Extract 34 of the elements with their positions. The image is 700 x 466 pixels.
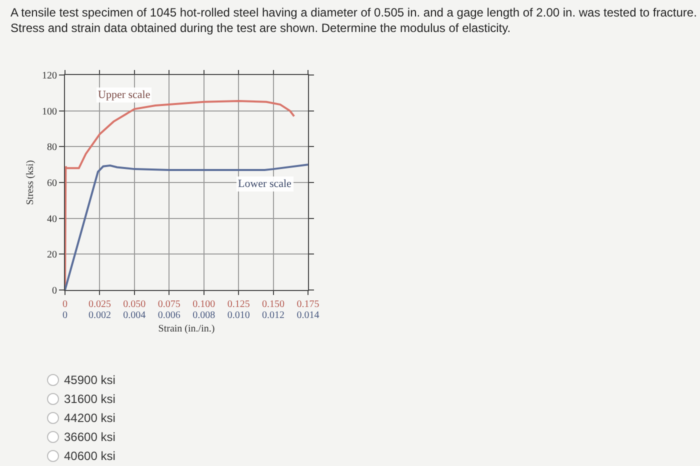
chart-subtitle: Stress and strain data obtained during the test are shown. Determine the modulus of elasticity. (10, 20, 511, 35)
y-tick-label: 80 (47, 142, 57, 154)
text: 31600 ksi (64, 392, 116, 406)
x2-tick-label: 0.004 (123, 310, 146, 321)
text: 45900 ksi (64, 373, 116, 387)
x2-tick-label: 0.002 (88, 310, 111, 321)
x-tick-label: 0.075 (158, 299, 180, 310)
y-axis-title: Stress (ksi) (25, 160, 36, 205)
y-tick-label: 100 (42, 106, 57, 118)
series-label: Lower scale (238, 178, 292, 190)
y-tick-label: 0 (52, 286, 57, 296)
x-tick-label: 0.025 (88, 299, 111, 310)
x2-tick-label: 0 (62, 310, 68, 321)
x2-tick-label: 0.012 (262, 310, 285, 321)
x-tick-label: 0.050 (123, 299, 146, 310)
x-tick-label: 0 (62, 299, 68, 310)
x2-tick-label: 0.010 (227, 310, 250, 321)
series-label: Upper scale (98, 89, 150, 101)
y-tick-label: 120 (42, 70, 57, 82)
y-tick-label: 60 (47, 178, 57, 189)
x2-tick-label: 0.006 (158, 310, 180, 321)
x2-tick-label: 0.014 (296, 310, 320, 321)
y-tick-label: 20 (47, 250, 57, 261)
text: 36600 ksi (64, 430, 116, 444)
x-axis-title: Strain (in./in.) (158, 324, 215, 334)
x2-tick-label: 0.008 (192, 310, 216, 321)
text: 40600 ksi (64, 449, 116, 463)
x-tick-label: 0.100 (192, 299, 216, 310)
text: A tensile test specimen of 1045 hot-rolled steel having a diameter of 0.505 in. and a gage length of 2.00 in. was tested to fracture. (10, 5, 697, 20)
y-tick-label: 40 (47, 214, 57, 225)
x-tick-label: 0.125 (227, 299, 250, 310)
x-tick-label: 0.175 (296, 299, 320, 310)
x-tick-label: 0.150 (262, 299, 285, 310)
text: 44200 ksi (64, 411, 116, 425)
